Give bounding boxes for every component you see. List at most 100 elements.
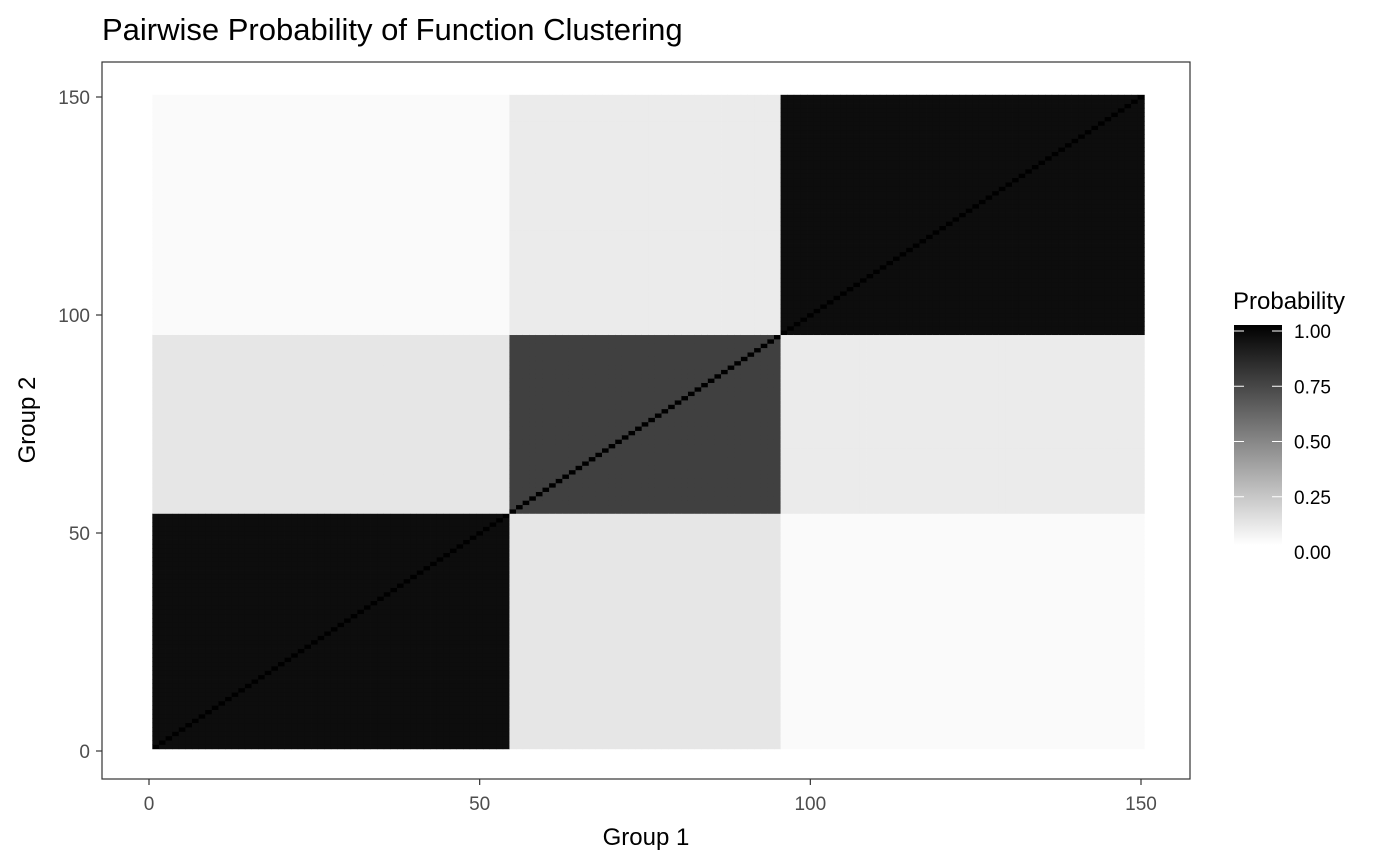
heatmap-cell [317, 679, 325, 684]
heatmap-cell [277, 713, 285, 719]
heatmap-cell [158, 722, 166, 728]
heatmap-cell [225, 186, 233, 192]
heatmap-cell [311, 347, 319, 353]
heatmap-cell [337, 692, 345, 697]
heatmap-cell [231, 735, 239, 741]
heatmap-cell [211, 570, 219, 575]
heatmap-cell [277, 491, 285, 497]
heatmap-cell [198, 500, 206, 506]
heatmap-cell [258, 604, 266, 610]
heatmap-cell [284, 578, 292, 584]
heatmap-cell [344, 430, 352, 436]
heatmap-cell [185, 735, 193, 741]
heatmap-cell [311, 613, 319, 619]
heatmap-cell [158, 552, 166, 558]
heatmap-cell [211, 208, 219, 213]
heatmap-cell [211, 713, 219, 719]
heatmap-cell [357, 99, 365, 104]
heatmap-cell [357, 195, 365, 200]
heatmap-cell [363, 570, 371, 575]
heatmap-cell [330, 369, 338, 375]
heatmap-cell [178, 229, 186, 235]
heatmap-cell [205, 107, 213, 113]
heatmap-cell [344, 713, 352, 719]
heatmap-cell [370, 631, 378, 636]
heatmap-cell [330, 138, 338, 144]
heatmap-cell [172, 304, 180, 309]
heatmap-cell [357, 670, 365, 676]
heatmap-cell [337, 613, 345, 619]
heatmap-cell [165, 709, 173, 715]
heatmap-cell [205, 134, 213, 139]
heatmap-cell [218, 247, 226, 253]
heatmap-cell [152, 190, 160, 196]
heatmap-cell [363, 186, 371, 192]
heatmap-cell [291, 142, 299, 148]
heatmap-cell [251, 264, 259, 270]
heatmap-cell [317, 330, 325, 336]
heatmap-cell [317, 526, 325, 532]
heatmap-cell [284, 504, 292, 510]
heatmap-cell [251, 552, 259, 558]
heatmap-cell [291, 469, 299, 475]
heatmap-cell [258, 360, 266, 366]
heatmap-cell [258, 291, 266, 296]
heatmap-cell [165, 744, 173, 750]
heatmap-cell [297, 421, 305, 427]
heatmap-cell [238, 526, 246, 532]
heatmap-cell [218, 718, 226, 724]
heatmap-cell [330, 713, 338, 719]
heatmap-cell [172, 548, 180, 554]
heatmap-cell [284, 565, 292, 571]
heatmap-cell [264, 177, 272, 183]
heatmap-cell [205, 404, 213, 410]
heatmap-cell [271, 212, 279, 218]
heatmap-cell [304, 570, 312, 575]
heatmap-cell [264, 400, 272, 405]
heatmap-cell [304, 687, 312, 693]
heatmap-cell [152, 168, 160, 174]
heatmap-cell [244, 461, 252, 466]
heatmap-cell [350, 186, 358, 192]
heatmap-cell [211, 613, 219, 619]
heatmap-cell [198, 369, 206, 375]
heatmap-cell [158, 465, 166, 471]
heatmap-cell [225, 709, 233, 715]
heatmap-cell [231, 740, 239, 745]
heatmap-cell [231, 330, 239, 336]
heatmap-cell [178, 609, 186, 615]
heatmap-cell [191, 631, 199, 636]
heatmap-cell [225, 112, 233, 118]
heatmap-cell [258, 539, 266, 545]
heatmap-cell [231, 155, 239, 161]
heatmap-cell [231, 365, 239, 370]
heatmap-cell [370, 687, 378, 693]
heatmap-cell [271, 696, 279, 702]
heatmap-cell [357, 587, 365, 593]
heatmap-cell [291, 225, 299, 231]
heatmap-cell [152, 722, 160, 728]
heatmap-cell [350, 360, 358, 366]
heatmap-cell [264, 229, 272, 235]
heatmap-cell [158, 626, 166, 632]
heatmap-cell [244, 665, 252, 671]
heatmap-cell [231, 356, 239, 362]
heatmap-cell [152, 535, 160, 540]
heatmap-cell [231, 491, 239, 497]
heatmap-cell [363, 356, 371, 362]
heatmap-cell [277, 583, 285, 588]
heatmap-cell [317, 622, 325, 628]
heatmap-cell [191, 247, 199, 253]
heatmap-cell [284, 500, 292, 506]
heatmap-cell [271, 648, 279, 654]
heatmap-cell [158, 225, 166, 231]
heatmap-cell [271, 129, 279, 135]
heatmap-cell [264, 674, 272, 680]
heatmap-cell [344, 556, 352, 562]
heatmap-cell [337, 648, 345, 654]
heatmap-cell [205, 413, 213, 418]
heatmap-cell [284, 168, 292, 174]
heatmap-cell [357, 203, 365, 209]
heatmap-cell [211, 674, 219, 680]
heatmap-cell [317, 343, 325, 349]
